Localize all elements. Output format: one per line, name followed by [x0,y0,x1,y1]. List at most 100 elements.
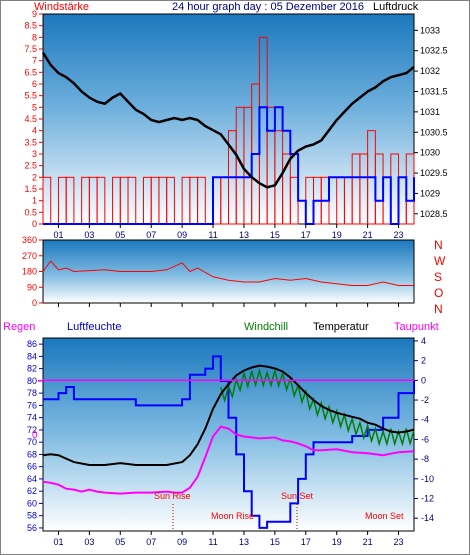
wind-x-tick-label: 07 [146,230,156,240]
lower-x-tick-label: 01 [53,537,63,547]
humidity-series-line [43,355,415,529]
lower-x-tick-label: 07 [146,537,156,547]
lower-x-tick-label: 23 [394,537,404,547]
humidity-y-tick-label: 62 [27,486,37,496]
lower-x-tick-label: 13 [239,537,249,547]
humidity-y-tick-label: 58 [27,511,37,521]
pressure-y-tick-label: 1029 [420,188,440,198]
compass-label-s: S [434,270,442,284]
direction-y-tick-label: 180 [22,267,37,277]
compass-label-n-bottom: N [434,302,443,316]
lower-x-tick-label: 19 [332,537,342,547]
temperature-y-tick-label: 0 [421,375,426,385]
direction-y-tick-label: 90 [27,282,37,292]
compass-label-o: O [434,286,443,300]
wind-y-tick-label: 4 [32,126,37,136]
lower-x-tick-label: 09 [177,537,187,547]
dewpoint-series-line [42,425,415,495]
wind-y-tick-label: 3 [32,149,37,159]
lower-x-tick-label: 15 [270,537,280,547]
temperature-y-tick-label: -4 [421,415,429,425]
humidity-y-tick-label: 66 [27,462,37,472]
humidity-y-tick-label: 84 [27,351,37,361]
pressure-y-tick-label: 1032.5 [420,46,448,56]
humidity-y-tick-label: 56 [27,523,37,533]
temperature-y-tick-label: -8 [421,454,429,464]
lower-x-tick-label: 03 [84,537,94,547]
temperature-series-line [42,364,415,466]
humidity-y-tick-label: 72 [27,425,37,435]
wind-x-tick-label: 21 [363,230,373,240]
humidity-y-tick-label: 86 [27,339,37,349]
moon-rise-label: Moon Rise [211,511,254,521]
wind-y-tick-label: 6.5 [24,67,37,77]
pressure-y-tick-label: 1028.5 [420,209,448,219]
wind-y-tick-label: 2.5 [24,161,37,171]
legend-windchill: Windchill [244,321,288,333]
wind-y-tick-label: 8 [32,32,37,42]
wind-y-tick-label: 1.5 [24,184,37,194]
temperature-humidity-panel: 56 58 60 62 64 66 68 70 72 74 76 78 80 82 84 86 -14 -12 -1… [27,336,434,547]
legend-regen: Regen [3,321,35,333]
temperature-y-tick-label: -14 [421,513,434,523]
temperature-y-tick-label: -10 [421,474,434,484]
pressure-axis-title: Luftdruck [373,1,419,13]
pressure-y-tick-label: 1030 [420,148,440,158]
temperature-y-tick-label: 2 [421,356,426,366]
wind-y-tick-label: 2 [32,172,37,182]
temperature-y-tick-label: -12 [421,494,434,504]
wind-direction-panel: 0 90 180 270 360 [22,235,414,308]
legend-taupunkt: Taupunkt [394,321,439,333]
wind-x-tick-label: 17 [301,230,311,240]
pressure-y-tick-label: 1030.5 [420,127,448,137]
moon-set-label: Moon Set [365,511,404,521]
wind-x-tick-label: 19 [332,230,342,240]
wind-y-tick-label: 8.5 [24,21,37,31]
humidity-y-tick-label: 70 [27,437,37,447]
wind-x-tick-label: 01 [53,230,63,240]
direction-series-line [42,260,414,286]
humidity-y-tick-label: 74 [27,413,37,423]
windchill-series-line [220,367,415,447]
wind-y-tick-label: 0.5 [24,207,37,217]
wind-y-tick-label: 7.5 [24,44,37,54]
direction-plot-area [42,239,415,304]
wind-x-tick-label: 05 [115,230,125,240]
pressure-y-tick-label: 1032 [420,66,440,76]
pressure-y-tick-label: 1031.5 [420,86,448,96]
humidity-y-tick-label: 80 [27,376,37,386]
pressure-series-line [41,52,415,189]
sun-rise-label: Sun Rise [154,491,191,501]
rain-zero-label: 0 [32,430,38,441]
wind-axis-title: Windstärke [34,1,89,13]
humidity-y-tick-label: 78 [27,388,37,398]
humidity-y-tick-label: 64 [27,474,37,484]
wind-x-tick-label: 13 [239,230,249,240]
pressure-y-tick-label: 1029.5 [420,168,448,178]
legend-luftfeuchte: Luftfeuchte [67,321,121,333]
wind-y-tick-label: 0 [32,219,37,229]
wind-x-tick-label: 09 [177,230,187,240]
humidity-y-tick-label: 82 [27,364,37,374]
wind-x-tick-label: 03 [84,230,94,240]
legend-temperatur: Temperatur [313,321,369,333]
wind-y-tick-label: 7 [32,56,37,66]
direction-y-tick-label: 360 [22,235,37,245]
direction-y-tick-label: 270 [22,251,37,261]
sun-set-label: Sun Set [281,491,314,501]
temperature-y-tick-label: 4 [421,336,426,346]
temperature-y-tick-label: -6 [421,434,429,444]
compass-label-n-top: N [434,238,443,252]
humidity-y-tick-label: 68 [27,449,37,459]
wind-y-tick-label: 5.5 [24,91,37,101]
humidity-y-tick-label: 76 [27,400,37,410]
pressure-y-tick-label: 1031 [420,107,440,117]
wind-x-tick-label: 11 [208,230,217,240]
lower-x-tick-label: 17 [301,537,311,547]
humidity-y-tick-label: 60 [27,498,37,508]
wind-y-tick-label: 4.5 [24,114,37,124]
lower-x-tick-label: 21 [363,537,373,547]
direction-y-tick-label: 0 [32,298,37,308]
